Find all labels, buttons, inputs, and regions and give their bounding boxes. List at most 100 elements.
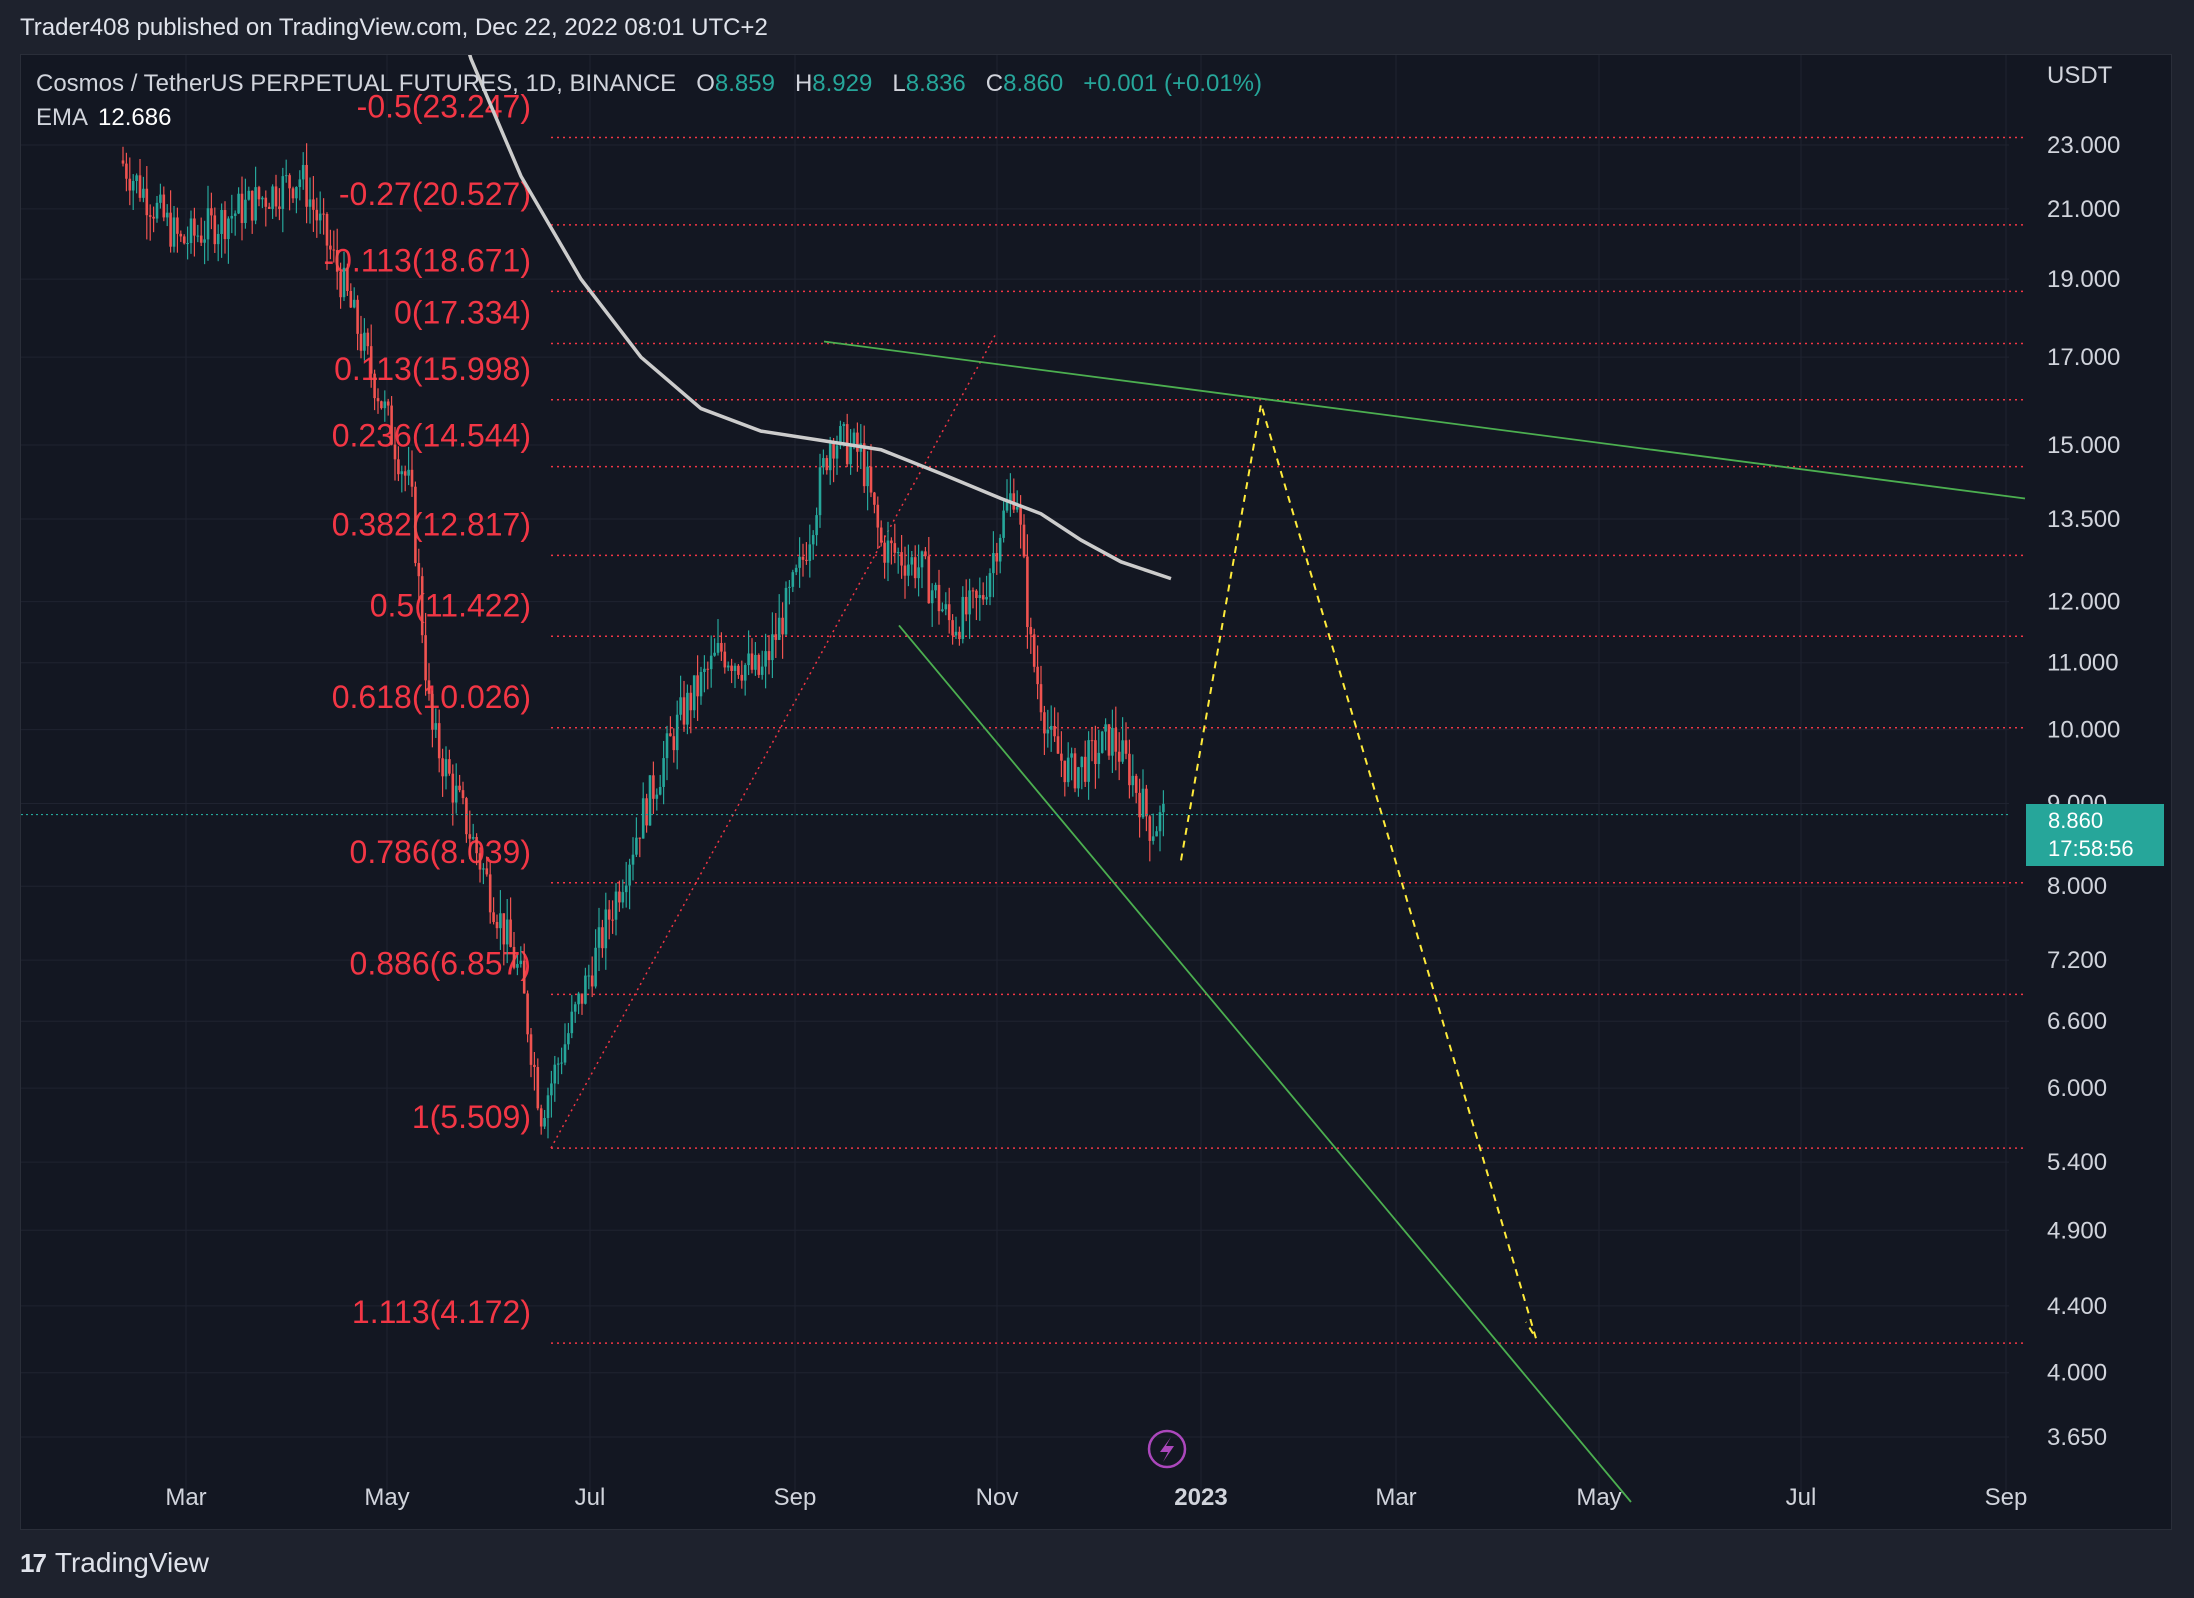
ema-line xyxy=(467,55,1172,581)
candle-body xyxy=(947,604,951,621)
fib-label: 0.5(11.422) xyxy=(370,587,531,623)
candle-body xyxy=(556,1063,560,1065)
candle-body xyxy=(1087,740,1090,782)
candle-body xyxy=(142,188,145,198)
high-label: H xyxy=(794,70,813,97)
candle-body xyxy=(1015,507,1019,510)
candle-body xyxy=(393,444,397,460)
candle-body xyxy=(910,557,914,565)
candle-body xyxy=(186,243,189,245)
candle-body xyxy=(502,913,506,945)
candle-body xyxy=(322,213,325,215)
candle-body xyxy=(1117,751,1121,762)
candle-body xyxy=(641,798,645,839)
candle-body xyxy=(618,891,621,903)
candle-body xyxy=(301,164,305,180)
candle-body xyxy=(1155,831,1158,837)
candle-body xyxy=(822,458,825,468)
candle-body xyxy=(512,946,516,968)
brand-name: TradingView xyxy=(54,1547,210,1578)
candle-body xyxy=(189,218,193,244)
candle-body xyxy=(1043,712,1046,734)
candle-body xyxy=(281,176,285,209)
candle-body xyxy=(791,572,795,587)
candle-body xyxy=(903,565,907,576)
lightning-icon xyxy=(1147,1429,1187,1469)
candle-body xyxy=(461,790,465,799)
candle-body xyxy=(1060,753,1063,761)
candle-body xyxy=(1002,510,1005,538)
last-price-tag: 8.860 17:58:56 xyxy=(2026,804,2164,866)
candle-body xyxy=(856,432,859,452)
fib-label: 1.113(4.172) xyxy=(352,1294,531,1330)
candle-body xyxy=(278,206,281,209)
fib-label: -0.5(23.247) xyxy=(357,89,531,125)
candle-body xyxy=(431,693,434,730)
y-tick-label: 4.400 xyxy=(2047,1293,2107,1320)
fib-label: -0.113(18.671) xyxy=(323,242,531,278)
high-value: 8.929 xyxy=(812,70,873,97)
candle-body xyxy=(832,443,835,459)
candle-body xyxy=(621,892,625,903)
candle-body xyxy=(135,175,138,182)
low-value: 8.836 xyxy=(905,70,966,97)
candle-body xyxy=(356,299,359,334)
candle-body xyxy=(771,634,774,661)
x-tick-label: Jul xyxy=(1786,1484,1817,1511)
candle-body xyxy=(1100,731,1104,753)
candle-body xyxy=(176,217,179,234)
candle-body xyxy=(1094,740,1097,765)
ema-label[interactable]: EMA xyxy=(36,104,89,131)
candle-body xyxy=(250,190,254,221)
tradingview-logo[interactable]: 17 TradingView xyxy=(20,1547,209,1579)
candle-body xyxy=(284,175,288,177)
chart-frame[interactable]: -0.5(23.247) -0.27(20.527) -0.113(18.671) 0… xyxy=(20,54,2172,1530)
candle-body xyxy=(475,837,478,854)
symbol-title[interactable]: Cosmos / TetherUS PERPETUAL FUTURES, 1D,… xyxy=(36,70,677,97)
candle-body xyxy=(954,631,958,636)
candle-body xyxy=(437,723,441,759)
candle-body xyxy=(230,215,234,219)
candle-body xyxy=(315,209,319,221)
candle-body xyxy=(743,665,747,681)
candle-body xyxy=(587,975,591,977)
candle-body xyxy=(332,249,336,251)
ema-value: 12.686 xyxy=(98,104,172,131)
candle-body xyxy=(995,553,999,562)
candle-body xyxy=(951,620,954,636)
candle-body xyxy=(961,596,965,639)
candle-body xyxy=(696,675,699,697)
candle-body xyxy=(1134,775,1138,793)
y-tick-label: 15.000 xyxy=(2047,432,2120,459)
candle-body xyxy=(784,587,788,635)
x-tick-label: Jul xyxy=(575,1484,606,1511)
candle-body xyxy=(1107,724,1111,756)
candle-body xyxy=(968,590,971,615)
candle-body xyxy=(638,837,642,839)
candle-body xyxy=(1141,788,1145,818)
candle-body xyxy=(329,245,332,250)
candle-body xyxy=(648,775,652,826)
candle-body xyxy=(434,723,438,730)
candle-body xyxy=(424,635,427,681)
bar-countdown: 17:58:56 xyxy=(2048,836,2134,861)
price-chart[interactable]: -0.5(23.247) -0.27(20.527) -0.113(18.671) 0… xyxy=(21,55,2171,1529)
candle-body xyxy=(757,654,761,675)
candle-body xyxy=(244,199,247,224)
candle-body xyxy=(611,919,614,921)
candle-body xyxy=(1046,729,1050,734)
candle-body xyxy=(308,199,312,207)
candle-body xyxy=(414,486,417,564)
y-axis-unit: USDT xyxy=(2047,62,2113,89)
candle-body xyxy=(274,186,278,207)
candle-body xyxy=(808,544,812,561)
y-tick-label: 4.900 xyxy=(2047,1217,2107,1244)
candle-body xyxy=(495,921,499,929)
candle-body xyxy=(264,197,268,207)
candle-body xyxy=(505,919,509,945)
open-value: 8.859 xyxy=(714,70,775,97)
candle-body xyxy=(400,471,404,475)
candle-body xyxy=(767,651,771,661)
candle-body xyxy=(128,178,132,191)
candle-body xyxy=(522,960,526,994)
